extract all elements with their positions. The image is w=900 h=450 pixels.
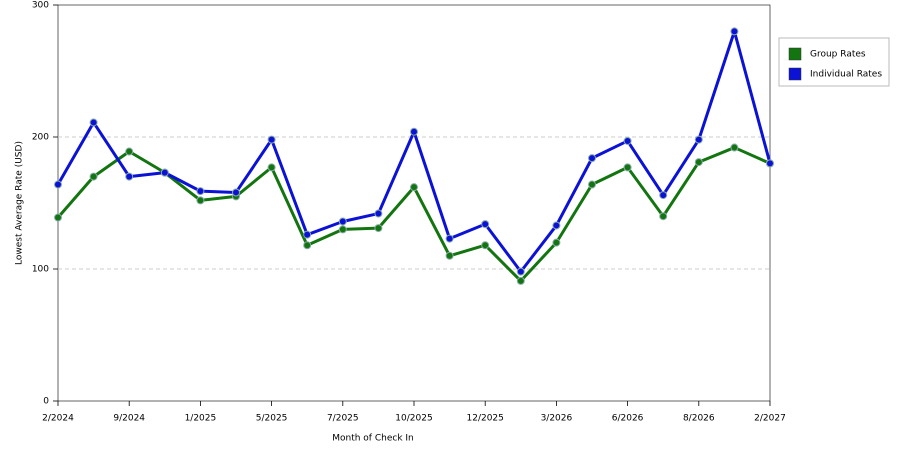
data-point <box>552 221 561 230</box>
data-point <box>410 183 418 192</box>
data-point <box>89 118 98 127</box>
x-tick-label: 2/2027 <box>754 414 786 424</box>
data-point <box>125 147 134 156</box>
data-point <box>196 196 205 205</box>
data-point <box>623 136 632 145</box>
y-tick-label: 100 <box>32 265 49 275</box>
data-point <box>481 241 490 250</box>
data-point <box>374 224 383 233</box>
y-tick-label: 300 <box>32 1 49 11</box>
data-point <box>516 276 525 285</box>
x-tick-label: 9/2024 <box>113 414 145 424</box>
y-axis-label: Lowest Average Rate (USD) <box>15 141 25 265</box>
y-tick-label: 0 <box>43 397 49 407</box>
data-point <box>588 154 596 163</box>
x-tick-label: 2/2024 <box>42 414 74 424</box>
data-point <box>445 234 454 243</box>
data-point <box>410 127 418 136</box>
data-point <box>338 217 347 226</box>
x-tick-label: 1/2025 <box>185 414 217 424</box>
data-point <box>445 251 454 260</box>
legend-label: Group Rates <box>810 50 866 60</box>
data-point <box>89 172 98 181</box>
x-tick-label: 12/2025 <box>467 414 504 424</box>
data-point <box>659 191 668 200</box>
data-point <box>232 188 240 197</box>
data-point <box>588 180 596 189</box>
legend-swatch <box>788 47 802 61</box>
x-tick-label: 8/2026 <box>683 414 715 424</box>
data-point <box>694 158 703 167</box>
x-axis-label: Month of Check In <box>332 434 414 444</box>
data-point <box>54 180 62 189</box>
plot-area <box>57 4 771 402</box>
data-point <box>338 225 347 234</box>
data-point <box>160 168 169 177</box>
data-point <box>730 143 739 152</box>
x-tick-label: 3/2026 <box>541 414 573 424</box>
legend-label: Individual Rates <box>810 70 882 80</box>
data-point <box>766 159 774 168</box>
x-tick-label: 7/2025 <box>327 414 359 424</box>
data-point <box>125 172 134 181</box>
x-tick-label: 5/2025 <box>256 414 288 424</box>
x-tick-label: 6/2026 <box>612 414 644 424</box>
data-point <box>267 163 276 172</box>
data-point <box>54 213 62 222</box>
x-tick-label: 10/2025 <box>395 414 432 424</box>
data-point <box>659 212 668 221</box>
legend-swatch <box>788 67 802 81</box>
data-point <box>196 187 205 196</box>
data-point <box>694 135 703 144</box>
data-point <box>516 267 525 276</box>
data-point <box>303 230 312 239</box>
y-tick-label: 200 <box>32 133 49 143</box>
data-point <box>552 238 561 247</box>
data-point <box>730 27 739 36</box>
data-point <box>374 209 383 218</box>
data-point <box>481 220 490 229</box>
data-point <box>303 241 312 250</box>
data-point <box>267 135 276 144</box>
data-point <box>623 163 632 172</box>
